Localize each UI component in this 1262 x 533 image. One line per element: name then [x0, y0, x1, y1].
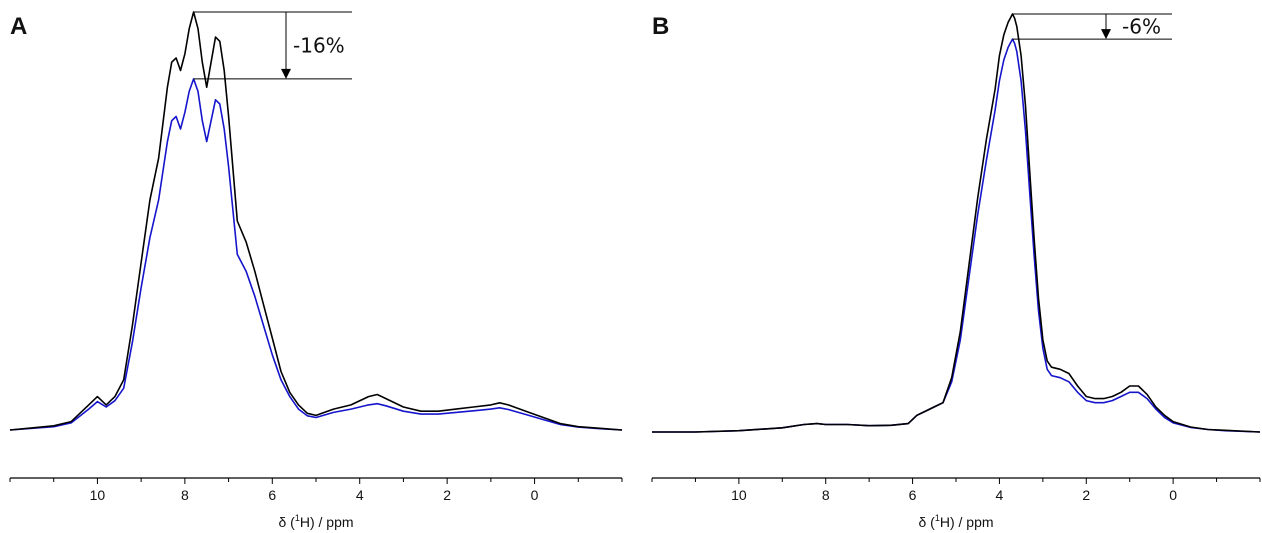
panel-b-tick-label: 10 [731, 487, 747, 503]
panel-b-tick-label: 8 [822, 487, 830, 503]
panel-b-tick-label: 4 [996, 487, 1004, 503]
panel-a-tick-marks [9, 478, 623, 484]
panel-b-x-axis-label-sup: 1 [935, 513, 940, 523]
panel-a-series [9, 11, 623, 431]
panel-b-annotation-text: -6% [1122, 15, 1161, 39]
panel-b-x-axis-label-base: δ ( [918, 514, 935, 530]
panel-b-tick-label: 2 [1082, 487, 1090, 503]
panel-b-series-line-1 [652, 13, 1261, 433]
panel-b-x-axis-label: δ (1H) / ppm [918, 513, 993, 530]
panel-a-x-axis-label-sup: 1 [295, 513, 300, 523]
panel-b-series [652, 13, 1261, 433]
panel-b-tick-marks [651, 478, 1261, 484]
panel-a-x-axis-label-rest: H) / ppm [300, 514, 354, 530]
panel-a-tick-label: 0 [531, 487, 539, 503]
panel-a-annotation-arrowhead [281, 68, 291, 79]
panel-b-annotation: -6% [1012, 13, 1172, 40]
panel-b-tick-labels: 10 8 6 4 2 0 [731, 487, 1177, 503]
panel-a: A 10 8 6 4 2 0 -16% δ (1H) / ppm [9, 11, 623, 530]
panel-a-tick-label: 4 [356, 487, 364, 503]
panel-a-annotation-text: -16% [293, 33, 345, 57]
panel-b-series-line-2 [652, 38, 1261, 433]
panel-a-tick-label: 10 [90, 487, 106, 503]
panel-b-annotation-arrowhead [1101, 29, 1111, 40]
panel-a-x-axis-label: δ (1H) / ppm [278, 513, 353, 530]
panel-b-tick-label: 0 [1169, 487, 1177, 503]
panel-a-tick-label: 2 [443, 487, 451, 503]
panel-b-letter: B [652, 13, 669, 40]
panel-a-tick-label: 8 [181, 487, 189, 503]
panel-a-tick-label: 6 [268, 487, 276, 503]
panel-a-letter: A [10, 13, 27, 40]
panel-a-x-axis-label-base: δ ( [278, 514, 295, 530]
panel-a-annotation: -16% [193, 11, 352, 80]
panel-b-tick-label: 6 [909, 487, 917, 503]
panel-a-series-line-2 [9, 78, 623, 431]
panel-a-series-line-1 [9, 11, 623, 431]
panel-b-x-axis-label-rest: H) / ppm [940, 514, 994, 530]
panel-b: B 10 8 6 4 2 0 -6% δ (1H) / ppm [651, 13, 1261, 530]
panel-a-tick-labels: 10 8 6 4 2 0 [90, 487, 539, 503]
